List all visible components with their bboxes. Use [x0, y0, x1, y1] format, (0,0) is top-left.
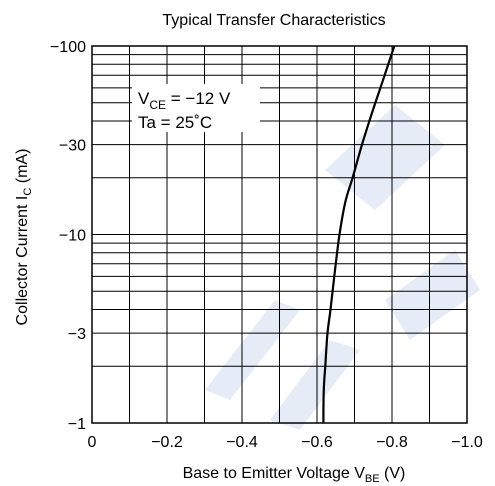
x-tick-label: −1.0	[451, 434, 483, 451]
x-tick-label: −0.2	[151, 434, 183, 451]
x-axis-label-unit: (V)	[380, 465, 406, 482]
y-axis-label: Collector Current IC (mA)	[14, 149, 34, 326]
annotation-vce-symbol: V	[138, 89, 150, 108]
y-tick-label: −10	[59, 228, 86, 245]
series-line	[322, 45, 396, 424]
plot-frame	[91, 45, 468, 424]
annotation-vce-subscript: CE	[149, 98, 166, 112]
annotation-vce: VCE = −12 V	[138, 89, 231, 112]
y-axis-label-unit: (mA)	[14, 149, 31, 188]
y-tick-label: −30	[59, 138, 86, 155]
x-tick-label: −0.4	[226, 434, 258, 451]
annotation-vce-value: = −12 V	[166, 89, 231, 108]
watermark-logo	[205, 105, 480, 430]
x-axis-label-main: Base to Emitter Voltage V	[183, 465, 366, 482]
y-tick-label: −100	[50, 39, 86, 56]
x-tick-label: −0.6	[301, 434, 333, 451]
y-tick-label: −1	[68, 416, 86, 433]
x-tick-label: 0	[88, 434, 97, 451]
annotation-background	[132, 84, 260, 132]
x-tick-label: −0.8	[376, 434, 408, 451]
chart-title: Typical Transfer Characteristics	[162, 12, 385, 29]
series-group	[322, 45, 396, 424]
y-axis-label-subscript: C	[22, 188, 34, 196]
x-tick-labels: 0 −0.2 −0.4 −0.6 −0.8 −1.0	[88, 434, 483, 451]
y-tick-labels: −1 −3 −10 −30 −100	[50, 39, 86, 433]
x-axis-label-subscript: BE	[365, 473, 380, 485]
annotation-temperature: Ta = 25˚C	[138, 113, 212, 132]
x-axis-label: Base to Emitter Voltage VBE (V)	[183, 465, 406, 485]
y-axis-label-main: Collector Current I	[14, 196, 31, 326]
y-tick-label: −3	[68, 326, 86, 343]
